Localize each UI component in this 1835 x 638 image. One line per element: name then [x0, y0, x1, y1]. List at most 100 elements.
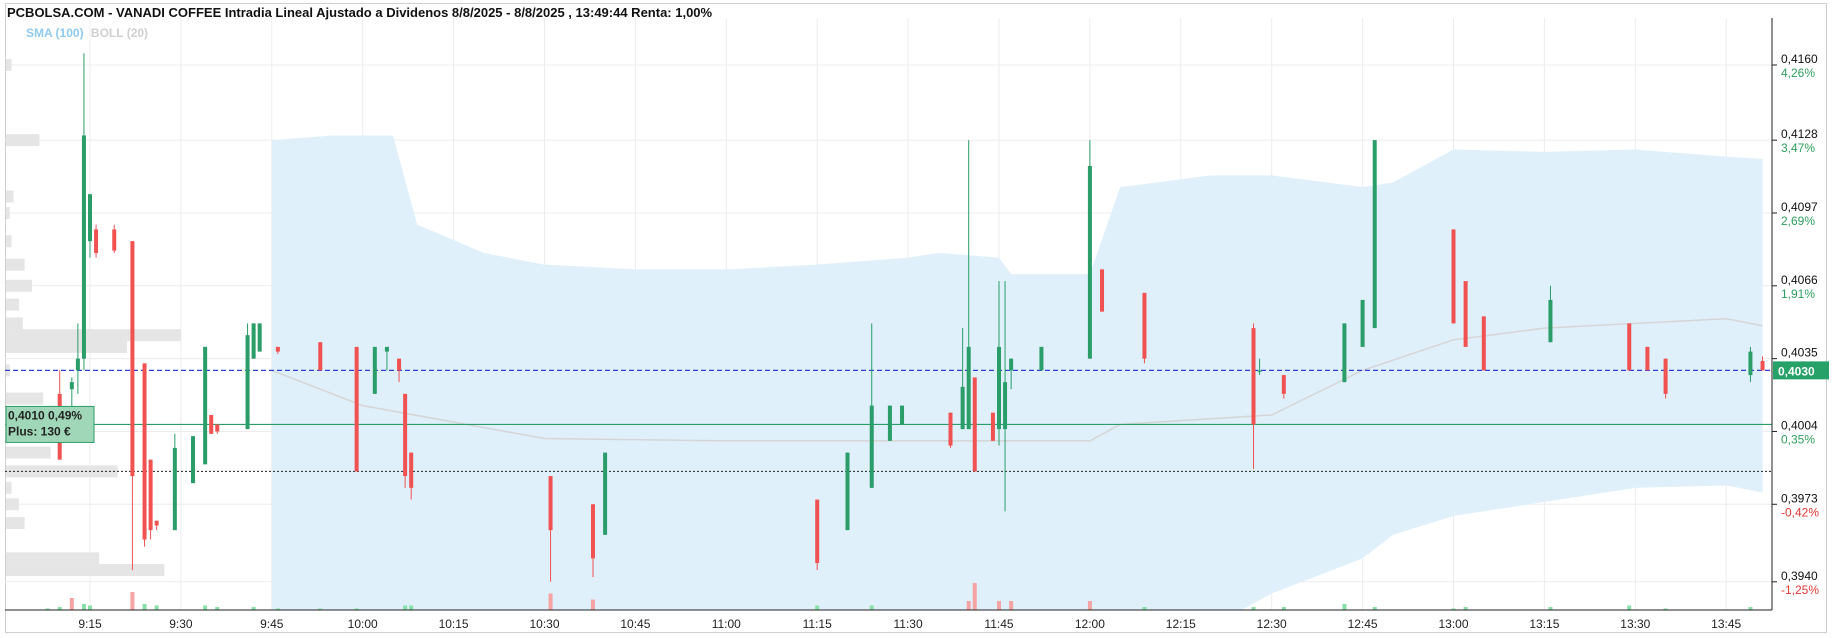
candle-body — [1257, 370, 1262, 372]
y-tick-price: 0,4160 — [1781, 52, 1818, 66]
position-line2: Plus: 130 € — [8, 424, 71, 438]
candle-body — [960, 386, 965, 430]
x-tick-label: 12:00 — [1075, 617, 1105, 631]
position-box — [5, 405, 95, 443]
candle-body — [1342, 323, 1347, 383]
candle-body — [172, 447, 177, 531]
volume-bar — [869, 605, 874, 610]
volume-bar — [275, 608, 280, 610]
volume-bar — [966, 601, 971, 610]
volume-profile-bar — [6, 552, 100, 565]
candle-body — [1039, 346, 1044, 371]
y-tick-price: 0,4128 — [1781, 127, 1818, 141]
y-tick-price: 0,4066 — [1781, 273, 1818, 287]
volume-bar — [154, 605, 159, 610]
candle-body — [603, 452, 608, 535]
x-tick-label: 9:30 — [169, 617, 193, 631]
candle-body — [1251, 328, 1256, 425]
volume-profile-bar — [6, 258, 25, 271]
candle-body — [130, 241, 135, 477]
candle-body — [1760, 360, 1765, 371]
candle-body — [203, 346, 208, 465]
volume-bar — [972, 583, 977, 610]
volume-profile-bar — [6, 517, 25, 530]
y-tick-pct: 3,47% — [1781, 141, 1815, 155]
candle-body — [845, 452, 850, 531]
candle-body — [209, 415, 214, 434]
candle-body — [318, 342, 323, 371]
volume-bar — [1372, 607, 1377, 610]
volume-bar — [1009, 601, 1014, 610]
candle-body — [548, 476, 553, 531]
x-tick-label: 11:30 — [894, 617, 923, 631]
candle-body — [990, 412, 995, 441]
y-tick-pct: 2,69% — [1781, 214, 1815, 228]
candle-body — [900, 405, 905, 425]
volume-bar — [215, 607, 220, 610]
candle-body — [1360, 299, 1365, 347]
volume-bar — [203, 605, 208, 610]
x-tick-label: 13:45 — [1711, 617, 1741, 631]
volume-bar — [142, 604, 147, 610]
candle-body — [997, 346, 1001, 430]
volume-bar — [1281, 607, 1286, 610]
legend-sma[interactable]: SMA (100) — [26, 26, 84, 40]
candle-body — [1645, 346, 1650, 371]
candle-body — [403, 393, 408, 477]
last-price-tag — [1773, 361, 1829, 380]
x-tick-label: 11:15 — [803, 617, 832, 631]
volume-profile-bar — [6, 498, 20, 511]
candle-body — [81, 135, 86, 359]
volume-bar — [997, 601, 1001, 610]
y-tick-pct: -0,42% — [1781, 505, 1819, 519]
x-tick-label: 13:30 — [1620, 617, 1650, 631]
y-tick-price: 0,4004 — [1781, 418, 1818, 432]
volume-bar — [1463, 607, 1468, 610]
legend-boll[interactable]: BOLL (20) — [90, 26, 149, 40]
x-tick-label: 10:30 — [529, 617, 559, 631]
volume-bar — [57, 607, 62, 610]
candle-body — [1003, 382, 1008, 430]
volume-profile-bar — [6, 317, 23, 330]
volume-profile-bar — [6, 279, 33, 292]
candle-body — [257, 323, 262, 352]
candle-body — [887, 405, 892, 441]
volume-bar — [251, 607, 256, 610]
volume-bar — [815, 605, 820, 610]
volume-bar — [1451, 608, 1456, 610]
candle-body — [590, 504, 595, 559]
volume-bar — [318, 608, 323, 610]
candle-body — [75, 358, 80, 371]
volume-profile-bar — [6, 481, 12, 494]
candle-body — [869, 405, 874, 488]
volume-bar — [403, 605, 408, 610]
candle-body — [384, 346, 389, 352]
volume-profile-bar — [6, 340, 128, 353]
x-tick-label: 13:15 — [1529, 617, 1559, 631]
candle-body — [397, 358, 402, 371]
x-tick-label: 10:15 — [439, 617, 469, 631]
candle-body — [372, 346, 377, 394]
candle-body — [1548, 299, 1553, 343]
volume-bar — [1627, 605, 1632, 610]
candle-body — [94, 229, 99, 253]
x-tick-label: 9:45 — [260, 617, 284, 631]
volume-profile-bar — [6, 206, 10, 219]
x-tick-label: 10:45 — [620, 617, 650, 631]
volume-bar — [45, 608, 50, 610]
candle-body — [148, 459, 153, 531]
candle-body — [251, 323, 256, 359]
indicator-legend: SMA (100) BOLL (20) — [26, 26, 148, 40]
volume-profile-bar — [6, 58, 12, 71]
x-tick-label: 10:00 — [348, 617, 378, 631]
candle-body — [354, 346, 359, 472]
volume-bar — [1342, 604, 1347, 610]
candle-body — [948, 412, 953, 446]
volume-bar — [1251, 607, 1256, 610]
candle-body — [409, 452, 414, 488]
x-tick-label: 12:45 — [1348, 617, 1378, 631]
volume-bar — [130, 592, 135, 610]
candle-body — [245, 335, 250, 430]
volume-profile-bar — [6, 298, 20, 311]
chart-title: PCBOLSA.COM - VANADI COFFEE Intradia Lin… — [7, 5, 713, 20]
